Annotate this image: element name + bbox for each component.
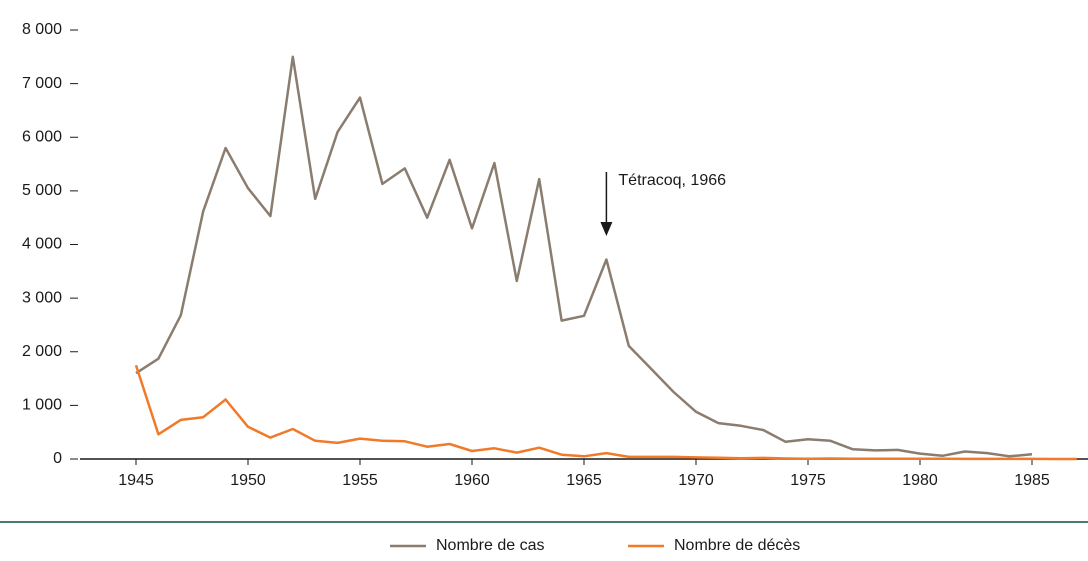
x-tick-label: 1945: [118, 472, 154, 489]
x-tick-label: 1950: [230, 472, 266, 489]
x-tick-label: 1980: [902, 472, 938, 489]
x-tick-label: 1970: [678, 472, 714, 489]
y-tick-label: 0: [53, 450, 62, 467]
legend-label: Nombre de cas: [436, 537, 545, 554]
x-tick-label: 1985: [1014, 472, 1050, 489]
y-tick-label: 4 000: [22, 236, 62, 253]
x-tick-label: 1965: [566, 472, 602, 489]
series-line: [134, 364, 1077, 461]
y-tick-label: 3 000: [22, 289, 62, 306]
series-line: [135, 55, 1033, 458]
legend-label: Nombre de décès: [674, 537, 800, 554]
y-tick-label: 2 000: [22, 343, 62, 360]
annotation-text: Tétracoq, 1966: [618, 172, 726, 189]
y-tick-label: 7 000: [22, 75, 62, 92]
y-tick-label: 6 000: [22, 128, 62, 145]
y-tick-label: 1 000: [22, 397, 62, 414]
y-tick-label: 5 000: [22, 182, 62, 199]
x-tick-label: 1960: [454, 472, 490, 489]
x-tick-label: 1955: [342, 472, 378, 489]
y-tick-label: 8 000: [22, 21, 62, 38]
annotation-arrowhead: [600, 222, 613, 236]
x-tick-label: 1975: [790, 472, 826, 489]
